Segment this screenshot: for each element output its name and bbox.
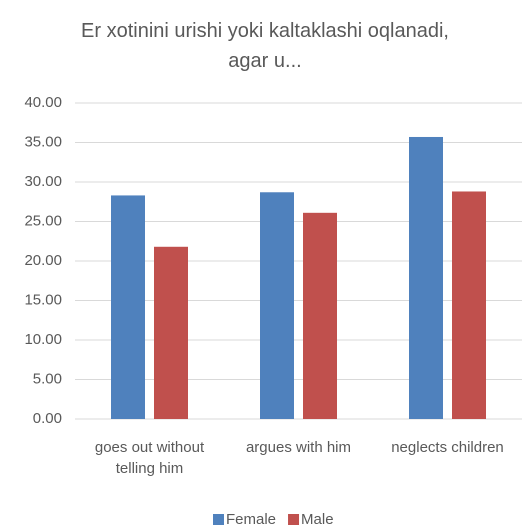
bar [452,191,486,419]
legend-label: Female [226,511,276,528]
bar [111,195,145,419]
y-tick-label: 15.00 [24,291,62,308]
y-tick-label: 25.00 [24,212,62,229]
bar [260,192,294,419]
y-tick-label: 10.00 [24,331,62,348]
y-tick-label: 0.00 [33,410,62,427]
legend-swatch [288,514,300,525]
x-tick-label: neglects children [391,439,504,456]
y-tick-label: 30.00 [24,173,62,190]
bar [303,212,337,419]
y-tick-label: 20.00 [24,252,62,269]
y-tick-label: 35.00 [24,133,62,150]
legend-swatch [213,514,224,525]
bar [409,136,443,419]
legend-label: Male [301,511,334,528]
y-tick-label: 40.00 [24,94,62,111]
y-tick-label: 5.00 [33,370,62,387]
x-tick-label: argues with him [245,439,352,456]
bar [154,246,188,419]
chart-title: Er xotinini urishi yoki kaltaklashi oqla… [81,20,449,72]
x-tick-label: goes out without telling him [94,439,205,477]
